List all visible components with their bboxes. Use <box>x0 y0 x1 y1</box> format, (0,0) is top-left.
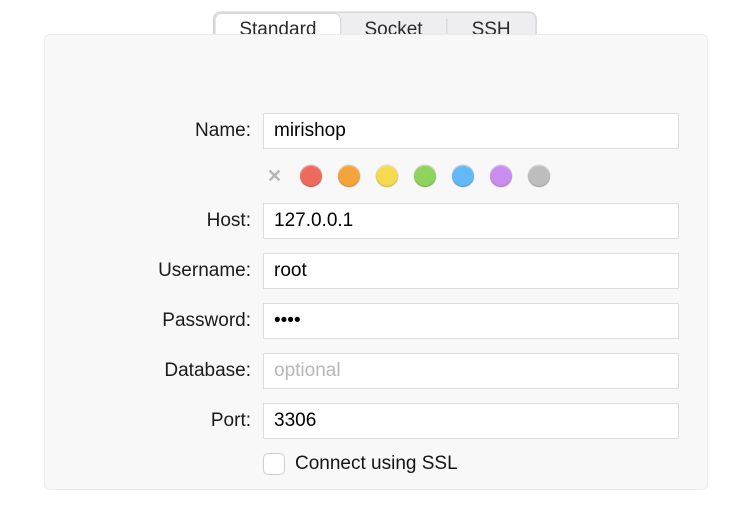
name-label: Name: <box>45 120 263 142</box>
clear-color-icon[interactable]: ✕ <box>267 167 284 185</box>
host-label: Host: <box>45 210 263 232</box>
color-swatch-gray[interactable] <box>528 165 550 187</box>
database-label: Database: <box>45 360 263 382</box>
color-swatch-row: ✕ <box>263 163 679 189</box>
ssl-checkbox[interactable] <box>263 453 285 475</box>
color-swatch-red[interactable] <box>300 165 322 187</box>
password-input[interactable] <box>263 303 679 339</box>
password-label: Password: <box>45 310 263 332</box>
username-input[interactable] <box>263 253 679 289</box>
color-swatch-yellow[interactable] <box>376 165 398 187</box>
color-swatch-purple[interactable] <box>490 165 512 187</box>
color-swatch-blue[interactable] <box>452 165 474 187</box>
color-swatch-green[interactable] <box>414 165 436 187</box>
connection-panel: Name: ✕ Host: <box>44 34 708 490</box>
connection-form: Name: ✕ Host: <box>45 57 707 475</box>
host-input[interactable] <box>263 203 679 239</box>
ssl-checkbox-label: Connect using SSL <box>295 453 458 475</box>
color-swatch-orange[interactable] <box>338 165 360 187</box>
database-input[interactable] <box>263 353 679 389</box>
port-label: Port: <box>45 410 263 432</box>
username-label: Username: <box>45 260 263 282</box>
name-input[interactable] <box>263 113 679 149</box>
port-input[interactable] <box>263 403 679 439</box>
